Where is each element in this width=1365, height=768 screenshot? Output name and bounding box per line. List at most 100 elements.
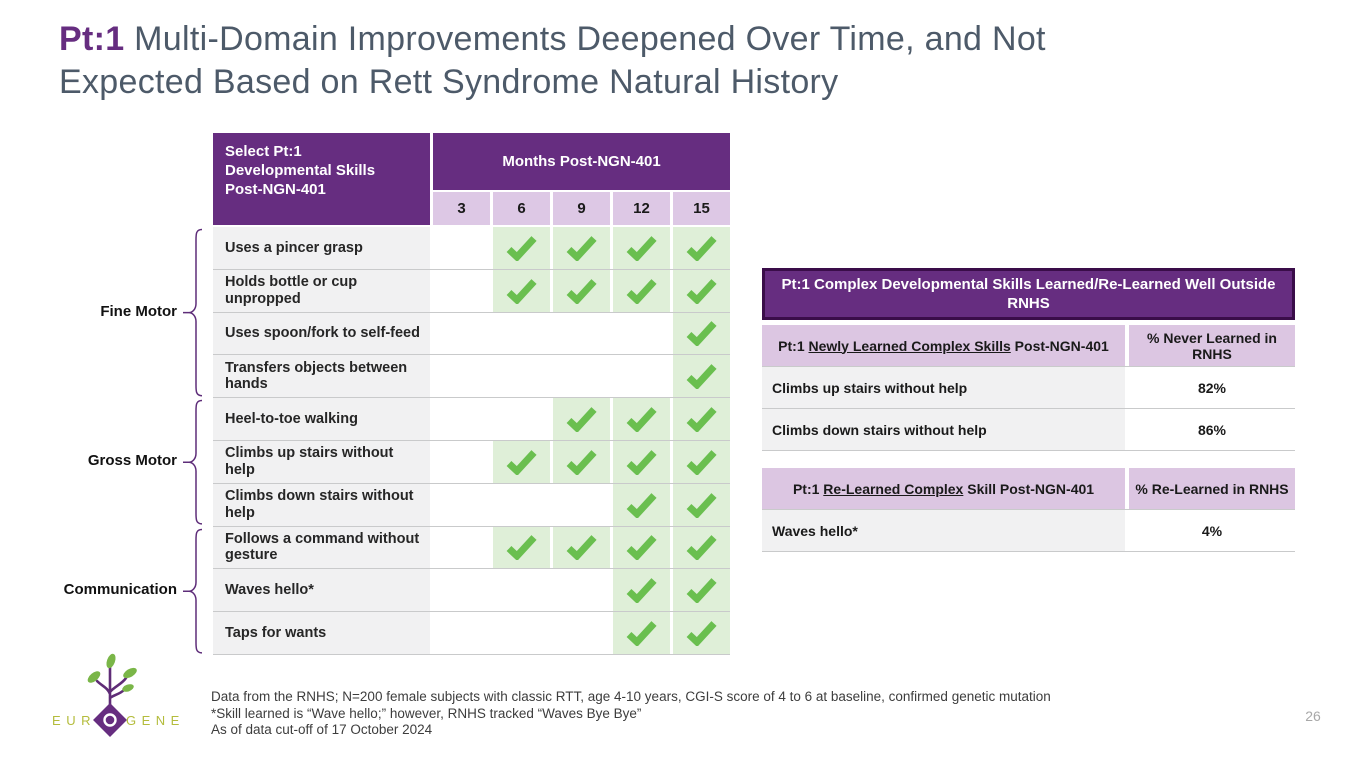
check-icon: [686, 535, 717, 561]
skill-row: Climbs up stairs without help: [213, 440, 730, 484]
empty-cell: [433, 312, 490, 355]
months-header-group: Months Post-NGN-401 3 6 9 12 15: [433, 133, 730, 225]
check-cell: [553, 398, 610, 440]
skills-table-header: Select Pt:1 Developmental Skills Post-NG…: [213, 133, 730, 225]
check-icon: [626, 236, 657, 261]
complex-table-row: Waves hello* 4%: [762, 510, 1295, 552]
complex-skills-banner: Pt:1 Complex Developmental Skills Learne…: [762, 268, 1295, 320]
check-icon: [626, 621, 657, 647]
domain-label-communication: Communication: [63, 580, 177, 598]
check-cell: [493, 526, 550, 569]
empty-cell: [613, 312, 670, 355]
footnote-line: Data from the RNHS; N=200 female subject…: [211, 689, 1051, 704]
skill-label: Climbs down stairs without help: [213, 483, 430, 526]
skill-row: Transfers objects between hands: [213, 355, 730, 399]
check-cell: [673, 312, 730, 355]
months-header: Months Post-NGN-401: [433, 133, 730, 190]
domain-label-fine-motor: Fine Motor: [100, 302, 177, 320]
check-cell: [673, 612, 730, 654]
check-cell: [673, 227, 730, 269]
check-icon: [686, 450, 717, 475]
skill-row: Follows a command without gesture: [213, 526, 730, 570]
check-icon: [626, 450, 657, 475]
logo-text-left: NEUR: [48, 713, 96, 728]
empty-cell: [493, 612, 550, 654]
skill-row: Taps for wants: [213, 612, 730, 655]
month-columns: 3 6 9 12 15: [433, 192, 730, 225]
check-cell: [673, 269, 730, 312]
empty-cell: [553, 612, 610, 654]
skill-row: Holds bottle or cup unpropped: [213, 269, 730, 313]
check-icon: [566, 236, 597, 261]
check-cell: [613, 398, 670, 440]
empty-cell: [493, 398, 550, 440]
empty-cell: [433, 398, 490, 440]
check-icon: [626, 278, 657, 304]
domain-bracket-communication: [182, 527, 206, 655]
title-rest: Multi-Domain Improvements Deepened Over …: [59, 20, 1046, 101]
complex-tables: Pt:1 Newly Learned Complex Skills Post-N…: [762, 325, 1295, 552]
check-icon: [506, 236, 537, 261]
skill-row: Uses spoon/fork to self-feed: [213, 312, 730, 356]
header-text: Pt:1: [792, 480, 824, 497]
complex-row-value: 82%: [1129, 367, 1295, 408]
empty-cell: [433, 612, 490, 654]
complex-skills-panel: Pt:1 Complex Developmental Skills Learne…: [762, 268, 1295, 552]
complex-table-row: Climbs up stairs without help 82%: [762, 367, 1295, 409]
month-col-12: 12: [613, 192, 670, 225]
check-cell: [673, 526, 730, 569]
check-cell: [673, 355, 730, 398]
skill-row: Climbs down stairs without help: [213, 483, 730, 527]
complex-table-header: Pt:1 Newly Learned Complex Skills Post-N…: [762, 325, 1295, 367]
check-cell: [553, 440, 610, 483]
month-col-15: 15: [673, 192, 730, 225]
check-icon: [626, 535, 657, 561]
complex-table-2: Pt:1 Re-Learned Complex Skill Post-NGN-4…: [762, 468, 1295, 552]
empty-cell: [553, 312, 610, 355]
skill-row: Uses a pincer grasp: [213, 227, 730, 270]
empty-cell: [493, 355, 550, 398]
skills-body: Uses a pincer grasp Holds bottle or cup u…: [213, 227, 730, 655]
tree-icon: [87, 653, 137, 710]
check-cell: [673, 440, 730, 483]
empty-cell: [433, 483, 490, 526]
page-title: Pt:1 Multi-Domain Improvements Deepened …: [59, 18, 1144, 104]
title-prefix: Pt:1: [59, 20, 125, 58]
check-cell: [553, 269, 610, 312]
header-text: Newly Learned Complex Skills: [808, 337, 1011, 354]
empty-cell: [613, 355, 670, 398]
empty-cell: [433, 269, 490, 312]
check-cell: [493, 227, 550, 269]
complex-row-skill: Climbs up stairs without help: [762, 367, 1125, 408]
check-icon: [686, 321, 717, 347]
check-icon: [566, 535, 597, 561]
complex-row-value: 4%: [1129, 510, 1295, 551]
header-text: Post-NGN-401: [1010, 337, 1109, 354]
empty-cell: [553, 483, 610, 526]
check-icon: [566, 450, 597, 475]
check-icon: [506, 450, 537, 475]
check-icon: [566, 407, 597, 433]
complex-table-skill-header: Pt:1 Re-Learned Complex Skill Post-NGN-4…: [762, 468, 1125, 509]
empty-cell: [433, 526, 490, 569]
check-cell: [553, 526, 610, 569]
empty-cell: [433, 227, 490, 269]
skill-label: Transfers objects between hands: [213, 355, 430, 398]
skill-row: Heel-to-toe walking: [213, 398, 730, 441]
check-cell: [673, 398, 730, 440]
empty-cell: [493, 483, 550, 526]
header-text: Re-Learned Complex: [823, 480, 964, 497]
empty-cell: [433, 569, 490, 612]
skill-label: Follows a command without gesture: [213, 526, 430, 569]
logo-text-right: GENE: [126, 713, 185, 728]
check-cell: [613, 612, 670, 654]
complex-row-skill: Climbs down stairs without help: [762, 409, 1125, 450]
complex-table-header: Pt:1 Re-Learned Complex Skill Post-NGN-4…: [762, 468, 1295, 510]
check-icon: [686, 578, 717, 604]
check-icon: [626, 407, 657, 433]
complex-table-skill-header: Pt:1 Newly Learned Complex Skills Post-N…: [762, 325, 1125, 366]
diamond-o-icon: [93, 703, 127, 737]
header-text: Pt:1: [778, 337, 809, 354]
skill-label: Heel-to-toe walking: [213, 398, 430, 440]
check-cell: [613, 269, 670, 312]
